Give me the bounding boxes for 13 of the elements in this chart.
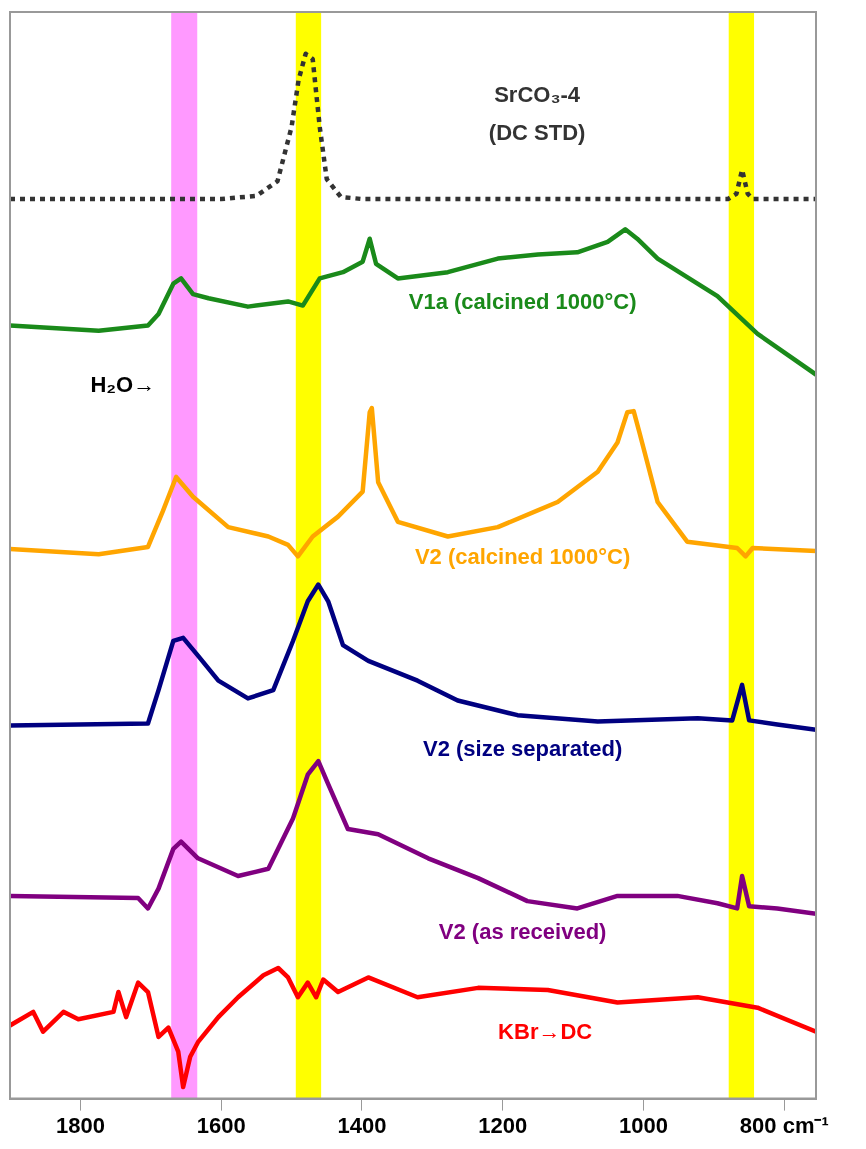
series-label: V2 (calcined 1000°C) [414,543,631,569]
text: SrCO₃-4 (DC STD) [488,82,586,146]
series-label: V1a (calcined 1000°C) [408,289,637,315]
x-tick-label: 800 cm⁻¹ [739,1112,829,1138]
x-tick-label: 1600 [196,1112,246,1138]
x-tick-label: 1200 [478,1112,528,1138]
x-tick-label: 1000 [619,1112,669,1138]
series-label: KBr→DC [498,1019,593,1045]
annotation: H₂O→ [90,371,156,397]
x-tick-label: 1400 [337,1112,387,1138]
series-label: V2 (as received) [438,919,607,945]
x-tick-label: 1800 [55,1112,105,1138]
series-label: V2 (size separated) [422,735,623,761]
